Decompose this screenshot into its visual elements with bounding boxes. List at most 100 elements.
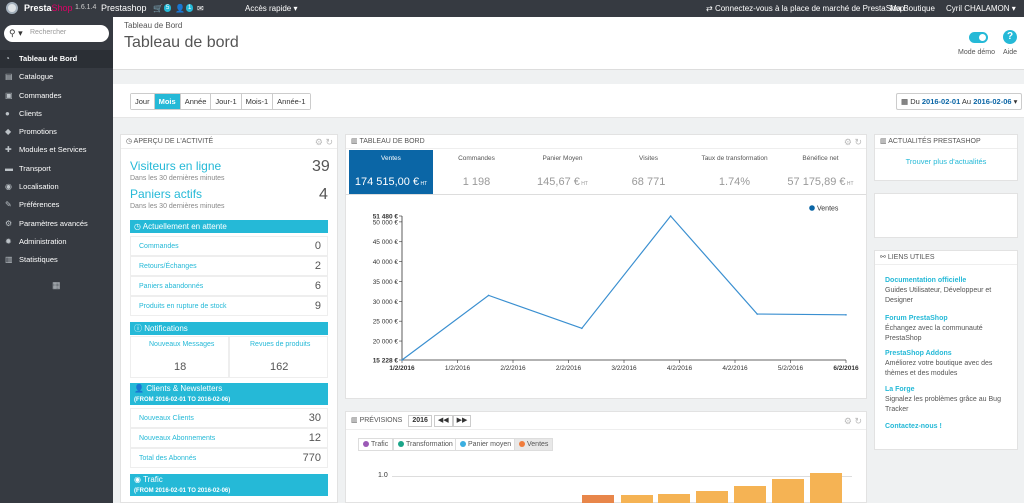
kpi-value: 68 771 bbox=[631, 176, 666, 188]
collapse-menu-icon[interactable]: ▦ bbox=[52, 280, 61, 290]
prestashop-logo[interactable] bbox=[6, 2, 18, 14]
user-menu[interactable]: Cyril CHALAMON ▾ bbox=[946, 4, 1016, 13]
mail-icon[interactable]: ✉ bbox=[197, 4, 204, 13]
new-customers-row[interactable]: Nouveaux Clients 30 bbox=[130, 408, 328, 428]
period-day[interactable]: Jour bbox=[131, 94, 155, 109]
pending-row-orders[interactable]: Commandes 0 bbox=[130, 236, 328, 256]
link-forge-desc: Signalez les problèmes grâce au Bug Trac… bbox=[885, 396, 1001, 413]
sidebar-item-dashboard[interactable]: ◔ Tableau de Bord bbox=[0, 50, 113, 69]
sidebar-item-stats[interactable]: ▥ Statistiques bbox=[0, 251, 113, 269]
x-tick-label: 5/2/2016 bbox=[778, 365, 804, 372]
rss-icon: ▥ bbox=[880, 138, 889, 145]
forecast-tab-conversion[interactable]: Transformation bbox=[393, 438, 458, 451]
kpi-tile[interactable]: Visites 68 771 bbox=[606, 150, 691, 194]
quick-access-menu[interactable]: Accès rapide ▾ bbox=[245, 4, 298, 13]
breadcrumb[interactable]: Tableau de Bord bbox=[124, 21, 183, 30]
sidebar-item-localization[interactable]: ◉ Localisation bbox=[0, 178, 113, 196]
customers-icon: ● bbox=[5, 108, 10, 118]
kpi-tile[interactable]: Bénéfice net 57 175,89 € HT bbox=[778, 150, 863, 194]
new-subscriptions-row[interactable]: Nouveaux Abonnements 12 bbox=[130, 428, 328, 448]
kpi-tile[interactable]: Panier Moyen 145,67 € HT bbox=[520, 150, 605, 194]
link-contact[interactable]: Contactez-nous ! bbox=[885, 423, 942, 430]
kpi-tile[interactable]: Taux de transformation 1.74% bbox=[692, 150, 777, 194]
period-previous-year[interactable]: Année-1 bbox=[273, 94, 310, 109]
config-icon[interactable]: ⚙ bbox=[843, 137, 852, 147]
demo-mode-toggle[interactable] bbox=[969, 32, 988, 43]
new-messages-cell[interactable]: Nouveaux Messages 18 bbox=[130, 336, 229, 378]
date-range-picker[interactable]: ▦ Du 2016-02-01 Au 2016-02-06 ▾ bbox=[896, 93, 1023, 110]
forecast-y-tick: 1.0 bbox=[378, 472, 388, 479]
link-forum[interactable]: Forum PrestaShop bbox=[885, 315, 948, 322]
sidebar-item-promotions[interactable]: ◆ Promotions bbox=[0, 123, 113, 141]
product-reviews-cell[interactable]: Revues de produits 162 bbox=[229, 336, 328, 378]
active-carts-label[interactable]: Paniers actifs bbox=[130, 187, 203, 201]
next-year-button[interactable]: ▶▶ bbox=[452, 415, 472, 427]
modules-icon: ✚ bbox=[5, 145, 12, 155]
link-documentation[interactable]: Documentation officielle bbox=[885, 277, 967, 284]
y-tick-label: 30 000 € bbox=[373, 299, 399, 306]
forecast-panel-header: ▥ Prévisions 2016 ◀◀ ▶▶ ⚙ ↻ bbox=[346, 412, 866, 430]
store-name[interactable]: Prestashop bbox=[101, 3, 147, 13]
pending-row-out-of-stock[interactable]: Produits en rupture de stock 9 bbox=[130, 296, 328, 316]
period-previous-day[interactable]: Jour-1 bbox=[211, 94, 242, 109]
link-addons[interactable]: PrestaShop Addons bbox=[885, 350, 952, 357]
info-icon: ⓘ bbox=[134, 324, 145, 333]
forecast-bar bbox=[810, 473, 842, 503]
link-forge[interactable]: La Forge bbox=[885, 386, 915, 393]
sales-series-line bbox=[401, 215, 847, 361]
y-tick-label: 51 480 € bbox=[373, 214, 399, 221]
forecast-tab-average-cart[interactable]: Panier moyen bbox=[455, 438, 517, 451]
x-tick-label: 6/2/2016 bbox=[833, 365, 859, 372]
kpi-tile[interactable]: Commandes 1 198 bbox=[434, 150, 519, 194]
marketplace-link[interactable]: ⇄ Connectez-vous à la place de marché de… bbox=[706, 4, 905, 13]
forecast-tab-sales[interactable]: Ventes bbox=[514, 438, 554, 451]
sidebar-item-customers[interactable]: ● Clients bbox=[0, 105, 113, 123]
sales-dot-icon bbox=[519, 441, 525, 447]
sidebar-item-catalog[interactable]: ▤ Catalogue bbox=[0, 68, 113, 86]
cart-icon[interactable]: 🛒 5 bbox=[153, 4, 172, 13]
visitors-online-label[interactable]: Visiteurs en ligne bbox=[130, 159, 222, 173]
help-icon[interactable]: ? bbox=[1003, 30, 1017, 44]
my-shop-link[interactable]: Ma Boutique bbox=[890, 4, 935, 13]
sidebar-item-administration[interactable]: ✹ Administration bbox=[0, 233, 113, 251]
help-label: Aide bbox=[1003, 49, 1018, 56]
kpi-label: Bénéfice net bbox=[802, 155, 839, 162]
visitors-online-sub: Dans les 30 dernières minutes bbox=[130, 175, 225, 182]
pending-row-returns[interactable]: Retours/Échanges 2 bbox=[130, 256, 328, 276]
refresh-icon[interactable]: ↻ bbox=[325, 137, 333, 147]
dashboard-icon: ◔ bbox=[5, 54, 10, 63]
y-tick-label: 45 000 € bbox=[373, 239, 399, 246]
config-icon[interactable]: ⚙ bbox=[843, 416, 852, 426]
pending-header: ◷ Actuellement en attente bbox=[130, 220, 328, 233]
sidebar-item-transport[interactable]: ▬ Transport bbox=[0, 160, 113, 178]
period-month[interactable]: Mois bbox=[154, 94, 181, 109]
sidebar-item-preferences[interactable]: ✎ Préférences bbox=[0, 196, 113, 214]
refresh-icon[interactable]: ↻ bbox=[854, 416, 862, 426]
x-tick-label: 2/2/2016 bbox=[556, 365, 582, 372]
more-news-link[interactable]: Trouver plus d'actualités bbox=[905, 157, 987, 166]
period-year[interactable]: Année bbox=[180, 94, 212, 109]
search-input[interactable]: ⚲ ▾ Rechercher bbox=[4, 25, 109, 42]
pending-row-abandoned-carts[interactable]: Paniers abandonnés 6 bbox=[130, 276, 328, 296]
sidebar-item-orders[interactable]: ▣ Commandes bbox=[0, 87, 113, 105]
conversion-dot-icon bbox=[398, 441, 404, 447]
period-previous-month[interactable]: Mois-1 bbox=[241, 94, 274, 109]
total-subscribers-row[interactable]: Total des Abonnés 770 bbox=[130, 448, 328, 468]
config-icon[interactable]: ⚙ bbox=[314, 137, 323, 147]
sidebar-item-modules[interactable]: ✚ Modules et Services bbox=[0, 141, 113, 159]
sidebar-item-advanced[interactable]: ⚙ Paramètres avancés bbox=[0, 215, 113, 233]
previous-year-button[interactable]: ◀◀ bbox=[433, 415, 453, 427]
globe-icon: ◉ bbox=[134, 475, 144, 484]
kpi-label: Ventes bbox=[381, 155, 401, 162]
sales-data-point bbox=[756, 313, 758, 315]
wrench-icon: ✎ bbox=[5, 200, 12, 210]
kpi-value: 1 198 bbox=[462, 176, 491, 188]
refresh-icon[interactable]: ↻ bbox=[854, 137, 862, 147]
user-icon[interactable]: 👤 1 bbox=[175, 4, 194, 13]
bar-chart-icon: ▥ bbox=[351, 417, 360, 424]
kpi-tile[interactable]: Ventes 174 515,00 € HT bbox=[349, 150, 433, 194]
forecast-bar bbox=[734, 486, 766, 503]
y-tick-label: 25 000 € bbox=[373, 319, 399, 326]
forecast-tab-traffic[interactable]: Trafic bbox=[358, 438, 394, 451]
sales-line-chart: 51 480 €50 000 € 45 000 € 40 000 € 35 000 €… bbox=[373, 205, 859, 372]
